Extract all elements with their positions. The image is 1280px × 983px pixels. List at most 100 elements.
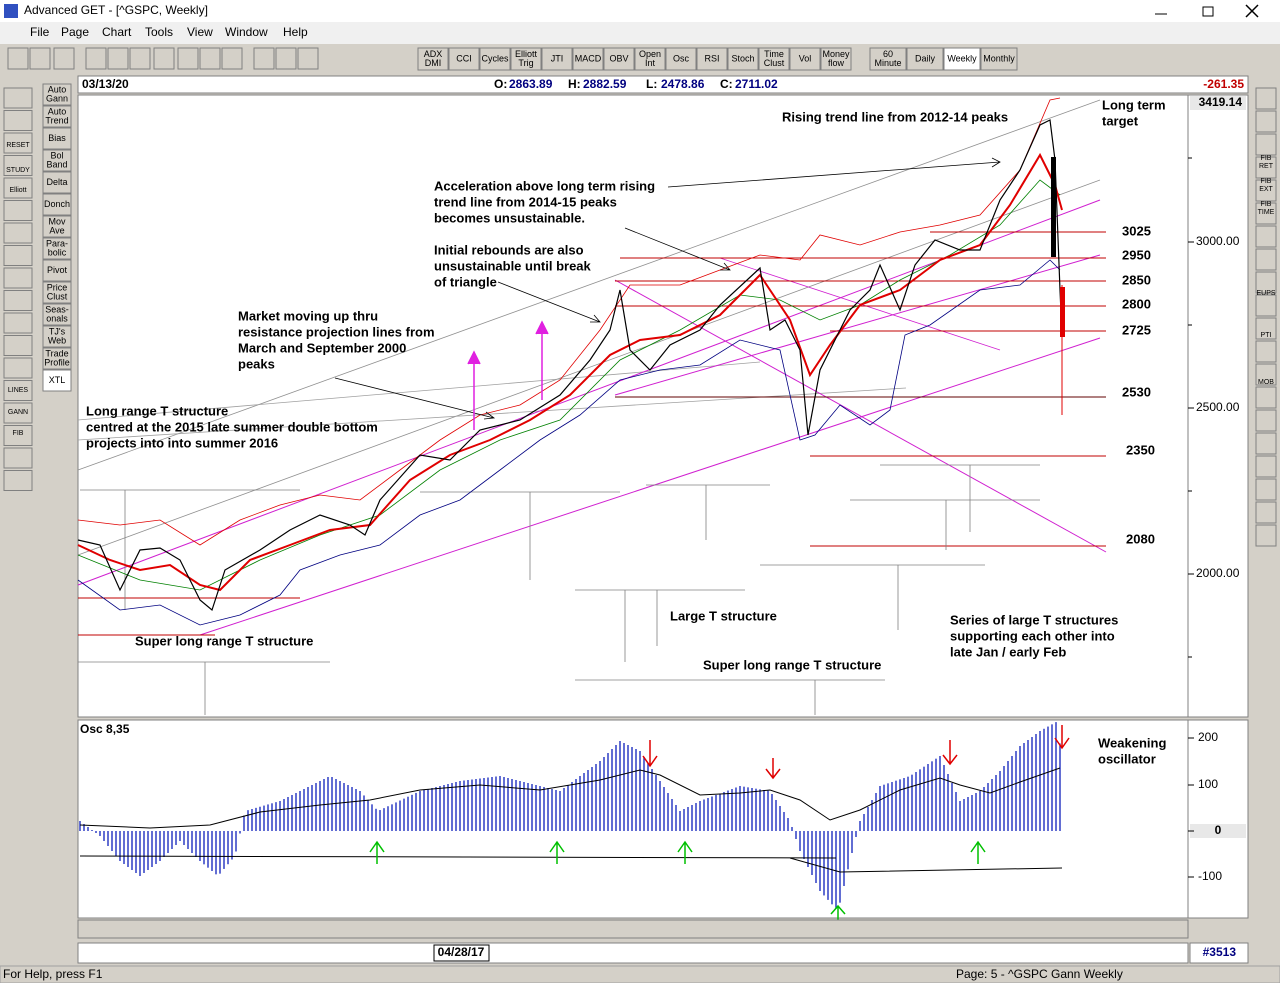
toolbar-button[interactable]: [253, 47, 275, 70]
tool-icon[interactable]: [3, 335, 33, 356]
menu-item[interactable]: Page: [61, 25, 89, 39]
period-button-label: Daily: [915, 53, 936, 63]
tool-icon[interactable]: [3, 200, 33, 221]
study-button[interactable]: [42, 127, 72, 150]
tool-icon[interactable]: [3, 222, 33, 244]
indicator-button-label: RSI: [704, 53, 719, 63]
toolbar-button[interactable]: [85, 47, 107, 70]
period-button[interactable]: [869, 47, 907, 71]
indicator-button[interactable]: [479, 47, 511, 71]
tool-icon[interactable]: [1255, 317, 1277, 340]
study-button[interactable]: [42, 105, 72, 128]
tool-icon[interactable]: [3, 425, 33, 446]
tool-icon[interactable]: [1255, 202, 1277, 225]
study-button[interactable]: [42, 369, 72, 392]
study-button[interactable]: [42, 193, 72, 216]
tool-icon[interactable]: [3, 470, 33, 491]
tool-icon[interactable]: [3, 132, 33, 154]
tool-icon[interactable]: [1255, 248, 1277, 271]
indicator-button[interactable]: [572, 47, 604, 71]
period-button[interactable]: [906, 47, 944, 71]
toolbar-button[interactable]: [129, 47, 151, 70]
tool-icon[interactable]: [3, 357, 33, 379]
toolbar-button[interactable]: [107, 47, 129, 70]
menu-item[interactable]: Window: [225, 25, 268, 39]
study-button-label: Web: [48, 335, 66, 345]
indicator-button[interactable]: [634, 47, 666, 71]
tool-icon[interactable]: [1255, 478, 1277, 501]
study-button[interactable]: [42, 281, 72, 304]
tool-icon[interactable]: [1255, 386, 1277, 409]
tool-icon[interactable]: [1255, 133, 1277, 156]
tool-icon[interactable]: [1255, 271, 1277, 294]
toolbar-button[interactable]: [221, 47, 243, 70]
study-button[interactable]: [42, 237, 72, 260]
tool-icon[interactable]: [3, 402, 33, 424]
study-button[interactable]: [42, 215, 72, 238]
indicator-button-label: OBV: [609, 53, 628, 63]
toolbar-button[interactable]: [297, 47, 319, 70]
indicator-button[interactable]: [510, 47, 542, 71]
tool-icon[interactable]: [3, 87, 33, 109]
tool-icon[interactable]: [1255, 340, 1277, 363]
tool-icon[interactable]: [1255, 110, 1277, 133]
tool-icon[interactable]: [3, 155, 33, 176]
window-controls[interactable]: [1155, 4, 1259, 18]
tool-icon[interactable]: [1255, 294, 1277, 317]
study-button[interactable]: [42, 347, 72, 370]
menu-item[interactable]: File: [30, 25, 50, 39]
indicator-button[interactable]: [820, 47, 852, 71]
tool-icon[interactable]: [3, 447, 33, 469]
study-button[interactable]: [42, 171, 72, 194]
period-button[interactable]: [943, 47, 981, 71]
indicator-button[interactable]: [448, 47, 480, 71]
tool-icon[interactable]: [1255, 432, 1277, 455]
toolbar-button[interactable]: [275, 47, 297, 70]
tool-icon[interactable]: [3, 110, 33, 131]
indicator-button[interactable]: [603, 47, 635, 71]
indicator-button[interactable]: [665, 47, 697, 71]
indicator-button[interactable]: [727, 47, 759, 71]
toolbar-button[interactable]: [177, 47, 199, 70]
study-button[interactable]: [42, 259, 72, 282]
tool-icon[interactable]: [1255, 363, 1277, 386]
tool-icon[interactable]: [3, 380, 33, 401]
menu-item[interactable]: View: [187, 25, 213, 39]
indicator-button[interactable]: [789, 47, 821, 71]
toolbar-button[interactable]: [199, 47, 221, 70]
toolbar-button[interactable]: [7, 47, 29, 70]
menu-item[interactable]: Chart: [102, 25, 132, 39]
study-button[interactable]: [42, 303, 72, 326]
tool-icon[interactable]: [3, 290, 33, 311]
menu-item[interactable]: Tools: [145, 25, 173, 39]
tool-icon-label: RESET: [6, 142, 30, 149]
menu-item[interactable]: Help: [283, 25, 308, 39]
indicator-button[interactable]: [696, 47, 728, 71]
toolbar-button[interactable]: [29, 47, 51, 70]
tool-icon[interactable]: [3, 312, 33, 334]
period-button[interactable]: [980, 47, 1018, 71]
study-button[interactable]: [42, 149, 72, 172]
title-bar: [0, 0, 1280, 22]
tool-icon[interactable]: [1255, 409, 1277, 432]
indicator-button[interactable]: [417, 47, 449, 71]
tool-icon[interactable]: [1255, 225, 1277, 248]
indicator-button[interactable]: [541, 47, 573, 71]
tool-icon[interactable]: [3, 245, 33, 266]
study-button[interactable]: [42, 83, 72, 106]
toolbar-button[interactable]: [53, 47, 75, 70]
tool-icon[interactable]: [1255, 179, 1277, 202]
indicator-button-label: Money: [822, 49, 850, 59]
tool-icon[interactable]: [1255, 501, 1277, 524]
indicator-button[interactable]: [758, 47, 790, 71]
tool-icon[interactable]: [3, 267, 33, 289]
tool-icon[interactable]: [1255, 455, 1277, 478]
tool-icon[interactable]: [1255, 156, 1277, 179]
tool-icon[interactable]: [1255, 87, 1277, 110]
tool-icon[interactable]: [3, 177, 33, 199]
tool-icon[interactable]: [1255, 524, 1277, 547]
ohlc-value: 2478.86: [661, 77, 705, 91]
study-button[interactable]: [42, 325, 72, 348]
toolbar-button[interactable]: [153, 47, 175, 70]
level-label: 2800: [1122, 296, 1151, 311]
